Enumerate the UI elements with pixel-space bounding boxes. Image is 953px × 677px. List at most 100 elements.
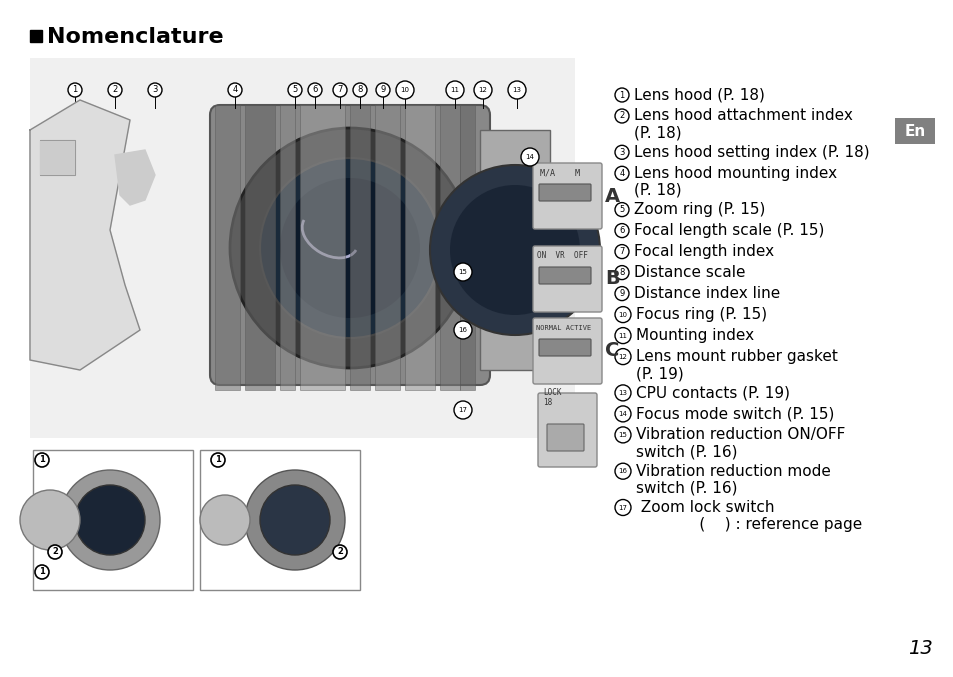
- Circle shape: [333, 83, 347, 97]
- Text: 13: 13: [906, 638, 931, 657]
- FancyBboxPatch shape: [405, 105, 435, 390]
- FancyBboxPatch shape: [375, 105, 399, 390]
- FancyBboxPatch shape: [533, 318, 601, 384]
- Text: CPU contacts (P. 19): CPU contacts (P. 19): [636, 385, 789, 400]
- Polygon shape: [115, 150, 154, 205]
- Text: Vibration reduction ON/OFF: Vibration reduction ON/OFF: [636, 427, 844, 442]
- Text: switch (P. 16): switch (P. 16): [636, 481, 737, 496]
- FancyBboxPatch shape: [299, 105, 345, 390]
- Circle shape: [395, 81, 414, 99]
- Text: (P. 18): (P. 18): [634, 183, 680, 198]
- Text: Lens hood setting index (P. 18): Lens hood setting index (P. 18): [634, 145, 869, 160]
- Text: 16: 16: [458, 327, 467, 333]
- FancyBboxPatch shape: [280, 105, 294, 390]
- Text: 17: 17: [618, 504, 627, 510]
- Circle shape: [200, 495, 250, 545]
- FancyBboxPatch shape: [350, 105, 370, 390]
- Text: Focal length index: Focal length index: [634, 244, 773, 259]
- Circle shape: [615, 88, 628, 102]
- Text: 10: 10: [400, 87, 409, 93]
- FancyBboxPatch shape: [894, 118, 934, 144]
- Circle shape: [353, 83, 367, 97]
- Text: 1: 1: [72, 85, 77, 95]
- Text: 4: 4: [618, 169, 624, 178]
- Text: M/A    M: M/A M: [539, 168, 579, 177]
- Text: 4: 4: [233, 85, 237, 95]
- Text: 15: 15: [458, 269, 467, 275]
- FancyBboxPatch shape: [537, 393, 597, 467]
- Text: 2: 2: [336, 548, 342, 556]
- Circle shape: [507, 81, 525, 99]
- Circle shape: [288, 83, 302, 97]
- FancyBboxPatch shape: [538, 267, 590, 284]
- Text: 3: 3: [152, 85, 157, 95]
- Text: Zoom lock switch: Zoom lock switch: [636, 500, 774, 515]
- Text: 8: 8: [357, 85, 362, 95]
- Text: 8: 8: [618, 268, 624, 277]
- Circle shape: [615, 328, 630, 344]
- Text: 6: 6: [618, 226, 624, 235]
- Circle shape: [148, 83, 162, 97]
- Text: 13: 13: [618, 390, 627, 396]
- Circle shape: [430, 165, 599, 335]
- Circle shape: [615, 349, 630, 365]
- Text: Lens mount rubber gasket: Lens mount rubber gasket: [636, 349, 837, 364]
- Text: 1: 1: [39, 456, 45, 464]
- Text: 2: 2: [52, 548, 58, 556]
- Circle shape: [308, 83, 322, 97]
- FancyBboxPatch shape: [33, 450, 193, 590]
- Circle shape: [48, 545, 62, 559]
- Text: 10: 10: [618, 311, 627, 318]
- Circle shape: [615, 202, 628, 217]
- Text: 14: 14: [618, 411, 627, 417]
- Text: 9: 9: [618, 289, 624, 298]
- Text: 2: 2: [112, 85, 117, 95]
- Circle shape: [230, 128, 470, 368]
- FancyBboxPatch shape: [200, 450, 359, 590]
- FancyBboxPatch shape: [245, 105, 274, 390]
- Circle shape: [260, 485, 330, 555]
- Text: 5: 5: [618, 205, 624, 214]
- Circle shape: [375, 83, 390, 97]
- Circle shape: [260, 158, 439, 338]
- Polygon shape: [40, 140, 75, 175]
- Text: 17: 17: [458, 407, 467, 413]
- Circle shape: [35, 565, 49, 579]
- Circle shape: [280, 178, 419, 318]
- Circle shape: [60, 470, 160, 570]
- Text: (P. 19): (P. 19): [636, 366, 683, 381]
- Text: (P. 18): (P. 18): [634, 125, 680, 141]
- Text: A: A: [604, 186, 619, 206]
- Circle shape: [615, 109, 628, 123]
- Circle shape: [615, 463, 630, 479]
- Circle shape: [454, 263, 472, 281]
- Text: Mounting index: Mounting index: [636, 328, 753, 343]
- Text: 14: 14: [525, 154, 534, 160]
- Circle shape: [615, 244, 628, 259]
- Text: 1: 1: [618, 91, 624, 100]
- FancyBboxPatch shape: [533, 246, 601, 312]
- Circle shape: [615, 500, 630, 515]
- FancyBboxPatch shape: [439, 105, 459, 390]
- Circle shape: [615, 307, 630, 323]
- Circle shape: [615, 385, 630, 401]
- Circle shape: [108, 83, 122, 97]
- Bar: [30, 30, 42, 42]
- Text: Lens hood attachment index: Lens hood attachment index: [634, 108, 852, 123]
- Text: Lens hood mounting index: Lens hood mounting index: [634, 166, 836, 181]
- Circle shape: [68, 83, 82, 97]
- Circle shape: [520, 148, 538, 166]
- Text: 5: 5: [292, 85, 297, 95]
- FancyBboxPatch shape: [459, 105, 475, 390]
- Circle shape: [20, 490, 80, 550]
- Circle shape: [454, 321, 472, 339]
- Circle shape: [615, 286, 628, 301]
- Circle shape: [474, 81, 492, 99]
- Text: 12: 12: [478, 87, 487, 93]
- Text: 1: 1: [39, 567, 45, 577]
- Circle shape: [228, 83, 242, 97]
- Text: 16: 16: [618, 468, 627, 474]
- Text: 7: 7: [337, 85, 342, 95]
- Text: switch (P. 16): switch (P. 16): [636, 444, 737, 460]
- Circle shape: [211, 453, 225, 467]
